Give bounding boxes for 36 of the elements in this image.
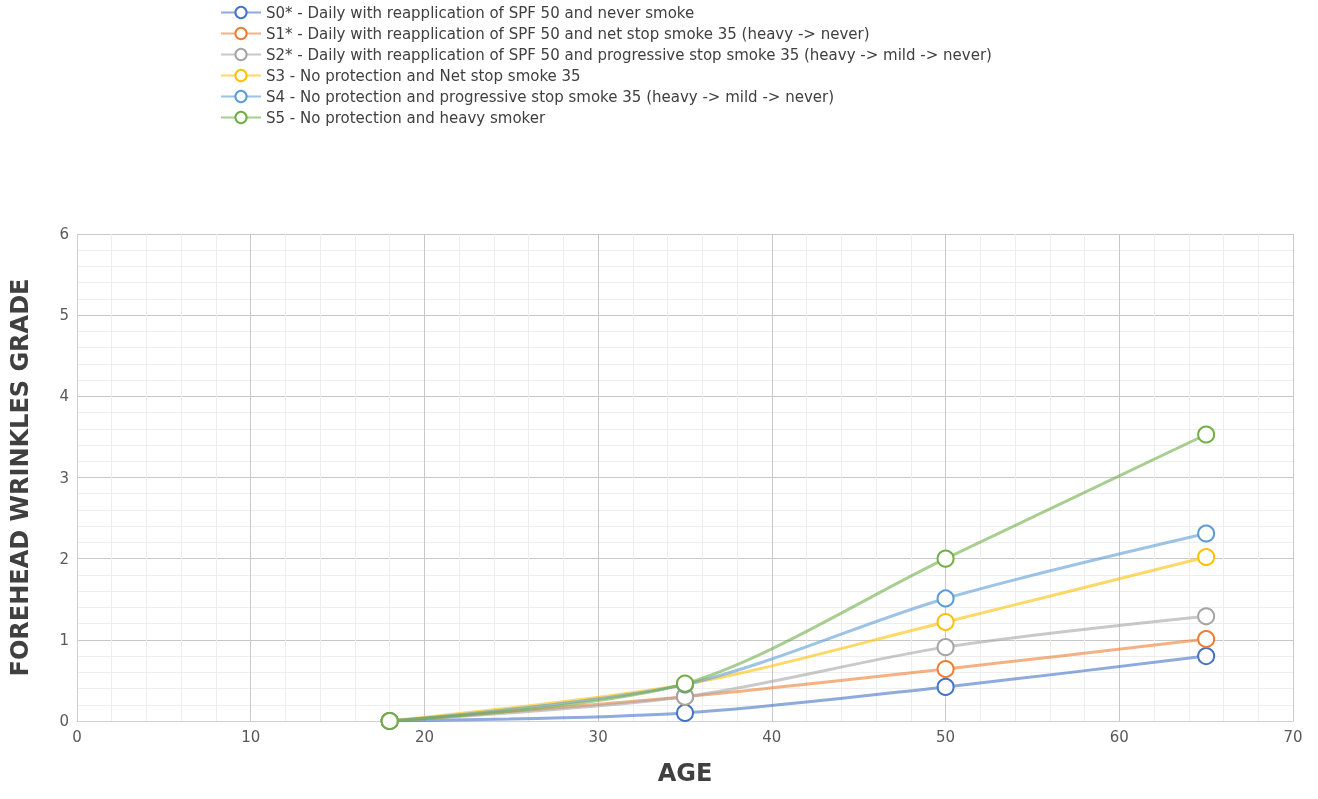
- y-tick-label: 1: [59, 630, 69, 649]
- point: [1197, 630, 1216, 649]
- point: [1197, 607, 1216, 626]
- point: [936, 677, 955, 696]
- x-tick-label: 0: [72, 727, 82, 746]
- x-tick-label: 10: [241, 727, 261, 746]
- point: [936, 638, 955, 657]
- legend-label: S5 - No protection and heavy smoker: [266, 108, 546, 127]
- point: [936, 660, 955, 679]
- point: [676, 703, 694, 722]
- x-tick-label: 20: [414, 727, 434, 746]
- legend-label: S3 - No protection and Net stop smoke 35: [266, 66, 581, 85]
- legend-label: S4 - No protection and progressive stop smoke 35 (heavy -> mild -> never): [266, 87, 835, 106]
- x-tick-label: 40: [762, 727, 782, 746]
- y-tick-label: 5: [59, 306, 69, 325]
- legend-label: S0* - Daily with reapplication of SPF 50 and never smoke: [266, 3, 695, 22]
- point: [1197, 647, 1216, 666]
- point: [936, 549, 955, 568]
- point: [1197, 425, 1216, 444]
- x-tick-label: 50: [936, 727, 956, 746]
- legend-label: S2* - Daily with reapplication of SPF 50 and progressive stop smoke 35 (heavy -> mild -> never): [266, 45, 992, 64]
- legend-label: S1* - Daily with reapplication of SPF 50 and net stop smoke 35 (heavy -> never): [266, 24, 870, 43]
- point: [936, 589, 955, 608]
- point: [936, 612, 955, 631]
- y-tick-label: 3: [59, 468, 69, 487]
- y-tick-label: 6: [59, 225, 69, 243]
- x-tick-label: 70: [1283, 727, 1303, 746]
- point: [1197, 524, 1216, 543]
- x-tick-label: 30: [588, 727, 608, 746]
- y-tick-label: 2: [59, 549, 69, 568]
- y-axis-title: FOREHEAD WRINKLES GRADE: [6, 278, 34, 677]
- y-tick-label: 4: [59, 387, 69, 406]
- point: [1197, 548, 1216, 567]
- x-axis-title: AGE: [657, 759, 713, 787]
- x-tick-label: 60: [1109, 727, 1129, 746]
- y-tick-label: 0: [59, 712, 69, 730]
